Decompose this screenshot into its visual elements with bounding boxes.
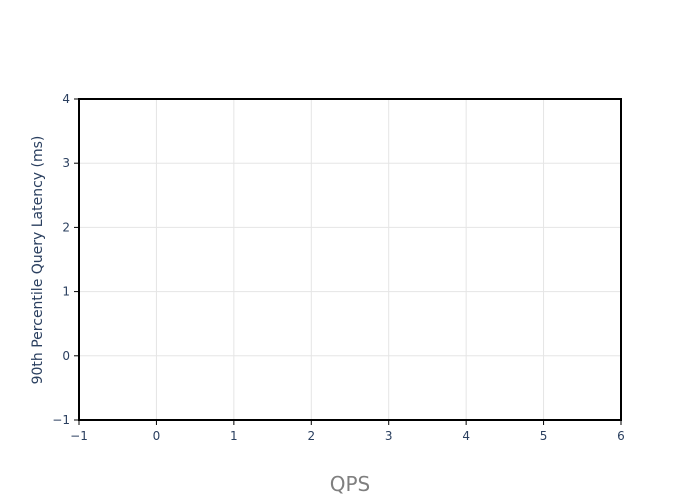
y-tick-label: 4 <box>62 92 70 106</box>
y-axis-title: 90th Percentile Query Latency (ms) <box>30 136 46 385</box>
x-tick-label: 0 <box>153 429 161 443</box>
x-axis-title: QPS <box>330 472 371 496</box>
y-tick-label: 2 <box>62 220 70 234</box>
x-tick-label: 5 <box>540 429 548 443</box>
grid-layer <box>78 98 622 421</box>
x-tick-label: 3 <box>385 429 393 443</box>
x-tick-label: 4 <box>462 429 470 443</box>
plot-frame <box>78 98 622 421</box>
x-tick-label: 2 <box>307 429 315 443</box>
x-tick-label: 6 <box>617 429 625 443</box>
tick-labels-layer: −1 0 1 2 3 4 5 6 −1 0 1 2 3 4 <box>52 92 625 443</box>
y-tick-label: 3 <box>62 156 70 170</box>
y-tick-label: 1 <box>62 285 70 299</box>
x-tick-label: −1 <box>70 429 88 443</box>
x-tick-label: 1 <box>230 429 238 443</box>
y-tick-label: 0 <box>62 349 70 363</box>
y-tick-label: −1 <box>52 413 70 427</box>
